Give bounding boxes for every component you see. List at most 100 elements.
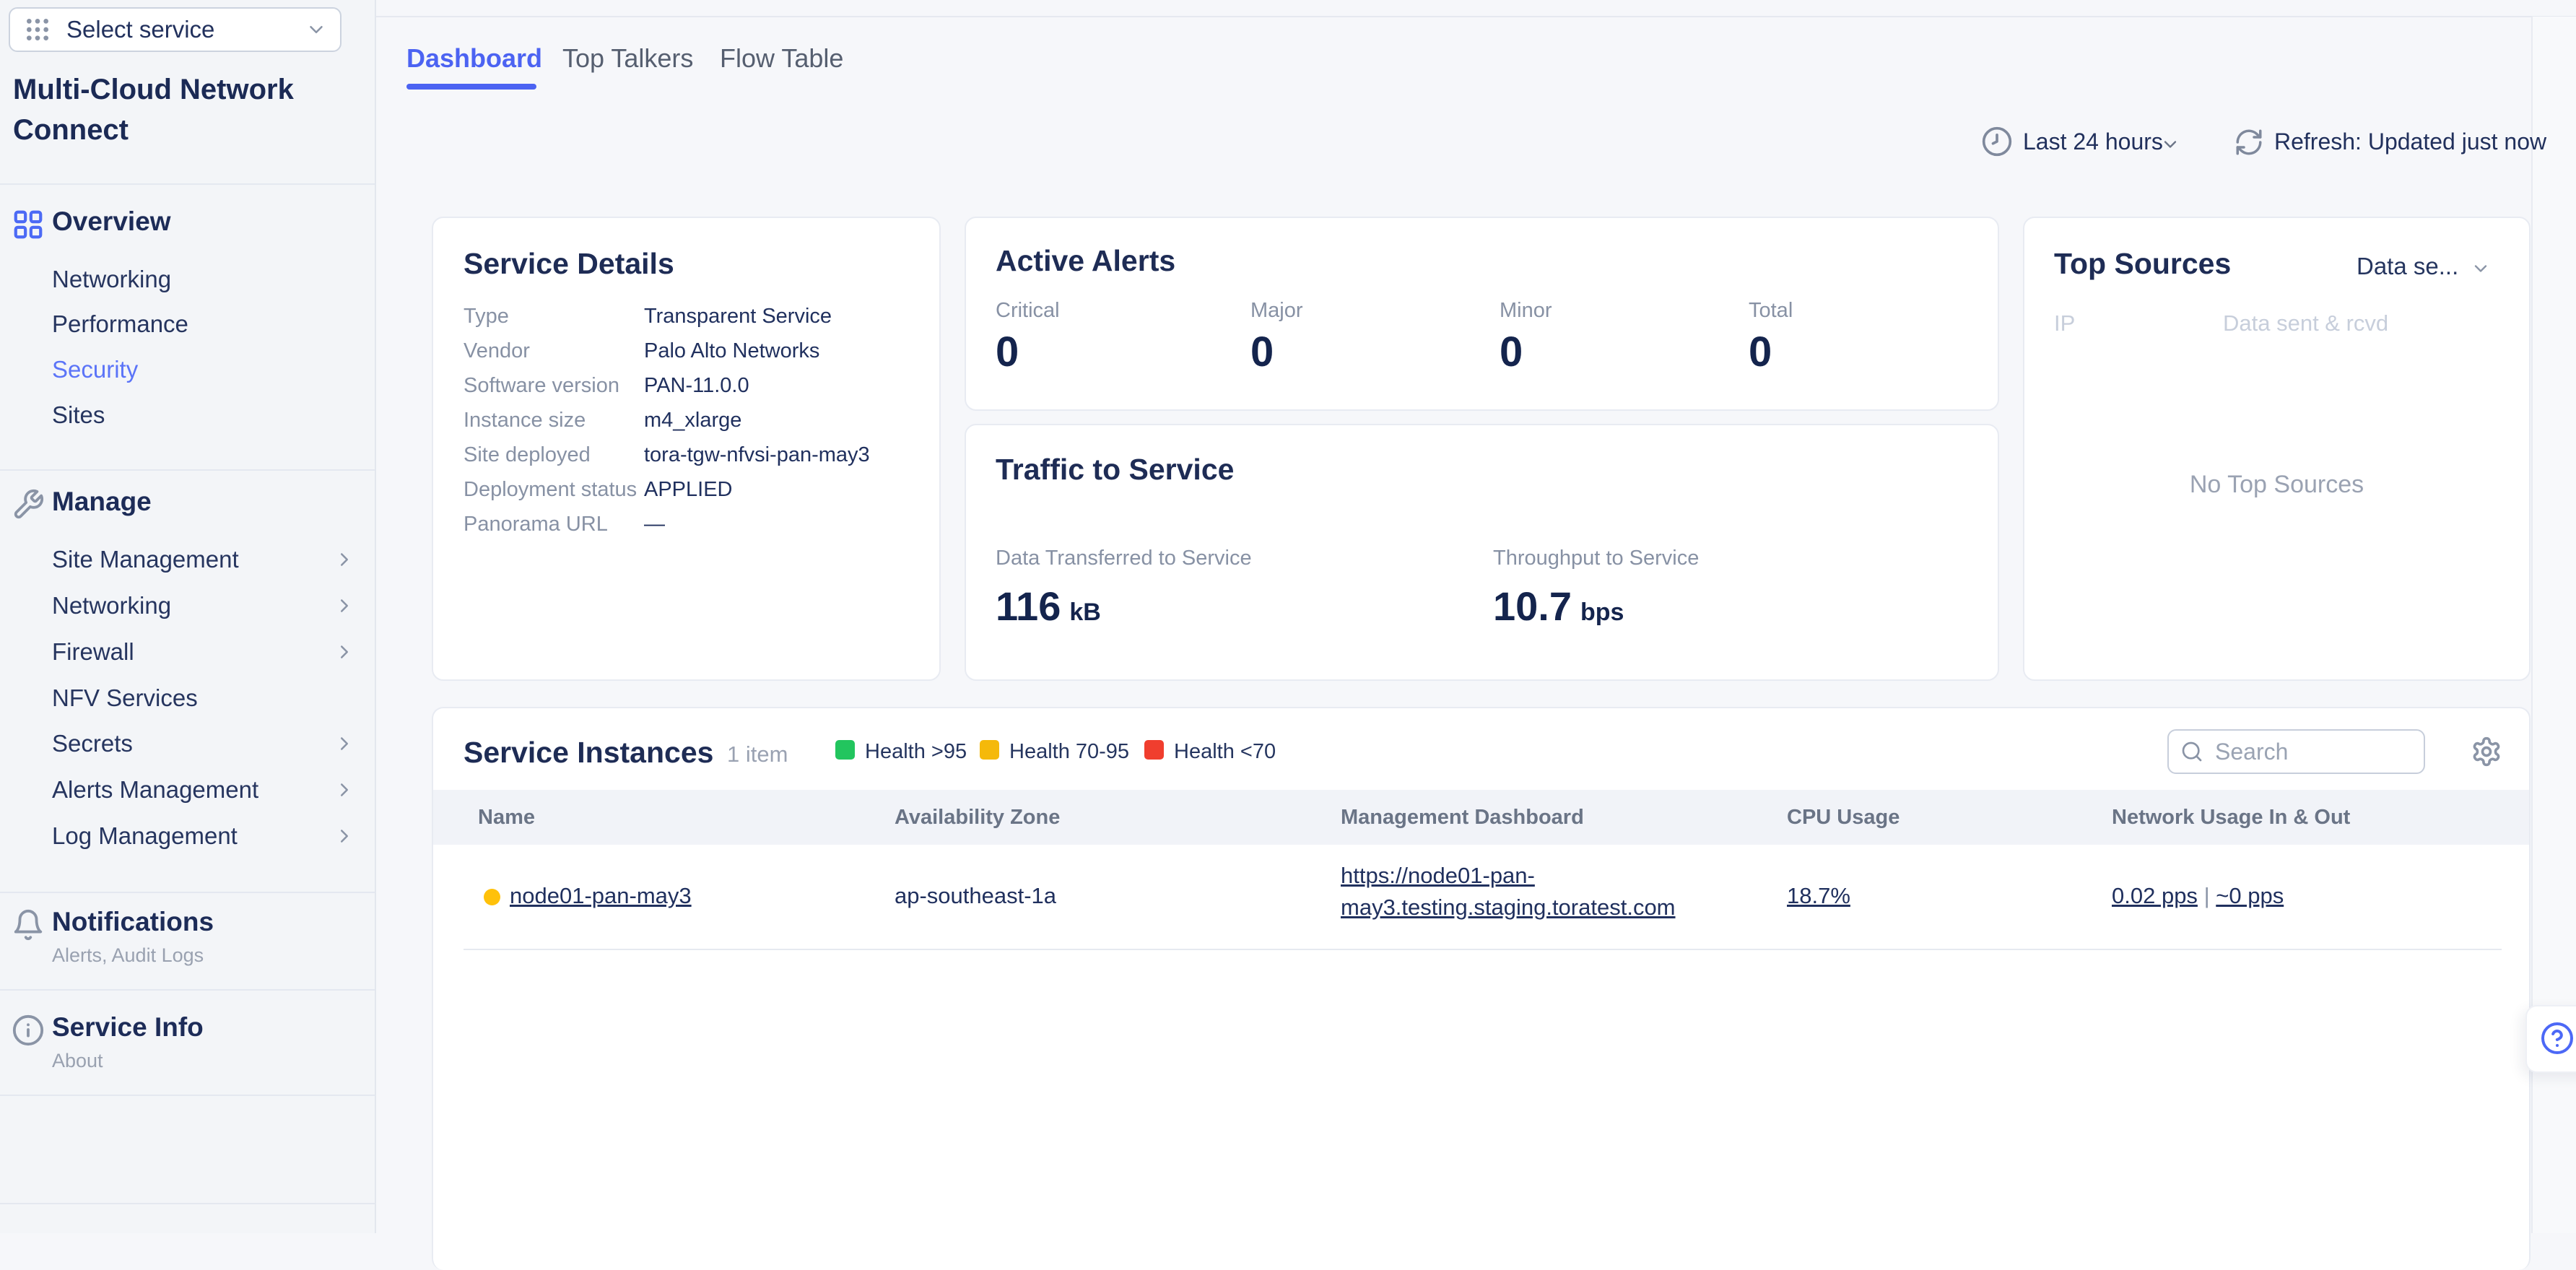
health-bad-label: Health <70 [1174, 740, 1276, 763]
top-sources-metric-dropdown[interactable]: Data se... [2357, 253, 2459, 279]
tab-top-talkers[interactable]: Top Talkers [562, 43, 694, 73]
instance-name-cell: node01-pan-may3 [510, 883, 692, 909]
service-selector[interactable]: Select service [9, 7, 341, 52]
chevron-down-icon[interactable] [2471, 258, 2491, 279]
chevron-right-icon [334, 595, 355, 617]
bell-icon [12, 908, 45, 941]
sidebar-item-alerts-management[interactable]: Alerts Management [52, 776, 259, 803]
traffic-metric-value: 10.7 bps [1493, 583, 1624, 629]
active-alerts-title: Active Alerts [996, 244, 1176, 277]
sidebar-item-security[interactable]: Security [52, 356, 139, 383]
row-divider [464, 949, 2502, 950]
instances-search[interactable] [2167, 729, 2425, 774]
col-network-usage: Network Usage In & Out [2112, 806, 2351, 829]
top-sources-card: Top Sources Data se... IP Data sent & rc… [2023, 217, 2531, 681]
help-icon[interactable] [2540, 1021, 2575, 1056]
traffic-metric-label: Data Transferred to Service [996, 547, 1252, 570]
gear-icon[interactable] [2471, 736, 2502, 767]
traffic-metric-label: Throughput to Service [1493, 547, 1700, 570]
sidebar-item-log-management[interactable]: Log Management [52, 822, 238, 849]
chevron-down-icon [305, 19, 327, 40]
alert-metric-value: 0 [1250, 329, 1274, 375]
cpu-usage-link[interactable]: 18.7% [1787, 883, 1850, 908]
apps-grid-icon [23, 15, 52, 44]
net-out-link[interactable]: ~0 pps [2216, 883, 2284, 908]
service-selector-value: Select service [66, 16, 215, 43]
detail-label: Type [464, 305, 509, 328]
header-divider [376, 16, 2576, 17]
notifications-subtitle: Alerts, Audit Logs [52, 944, 204, 966]
divider [0, 892, 375, 893]
net-in-link[interactable]: 0.02 pps [2112, 883, 2198, 908]
top-sources-col-ip: IP [2054, 310, 2076, 336]
chevron-down-icon[interactable] [2160, 134, 2180, 155]
alert-metric-value: 0 [996, 329, 1019, 375]
sidebar-item-sites[interactable]: Sites [52, 401, 105, 428]
tab-dashboard[interactable]: Dashboard [406, 43, 543, 73]
info-icon [12, 1014, 45, 1047]
table-header: Name Availability Zone Management Dashbo… [433, 790, 2529, 845]
service-details-title: Service Details [464, 247, 674, 280]
divider [0, 183, 375, 185]
chevron-right-icon [334, 733, 355, 754]
dashboard-url-link[interactable]: https://node01-pan-may3.testing.staging.… [1341, 863, 1676, 920]
service-info-subtitle: About [52, 1050, 103, 1071]
detail-value: tora-tgw-nfvsi-pan-may3 [644, 443, 870, 466]
sidebar-section-service-info[interactable]: Service Info [52, 1012, 204, 1042]
col-management-dashboard: Management Dashboard [1341, 806, 1584, 829]
chevron-right-icon [334, 779, 355, 801]
col-cpu-usage: CPU Usage [1787, 806, 1900, 829]
detail-value: PAN-11.0.0 [644, 374, 749, 397]
col-name: Name [478, 806, 535, 829]
instance-name-link[interactable]: node01-pan-may3 [510, 883, 692, 908]
search-input[interactable] [2214, 737, 2390, 766]
wrench-icon [12, 488, 45, 521]
alert-metric-label: Minor [1500, 299, 1552, 322]
management-dashboard-cell: https://node01-pan-may3.testing.staging.… [1341, 860, 1676, 923]
sidebar-item-networking[interactable]: Networking [52, 266, 172, 292]
detail-value: Transparent Service [644, 305, 832, 328]
clock-icon [1981, 126, 2013, 157]
alert-metric-value: 0 [1749, 329, 1772, 375]
detail-value: — [644, 513, 665, 536]
sidebar: Select service Multi-Cloud Network Conne… [0, 0, 376, 1233]
cpu-usage-cell: 18.7% [1787, 883, 1850, 909]
sidebar-item-secrets[interactable]: Secrets [52, 730, 133, 757]
alert-metric-label: Critical [996, 299, 1060, 322]
detail-label: Vendor [464, 339, 530, 362]
detail-value: APPLIED [644, 478, 733, 501]
alert-metric-label: Total [1749, 299, 1793, 322]
detail-label: Deployment status [464, 478, 638, 501]
time-range-selector[interactable]: Last 24 hours [2023, 129, 2163, 155]
detail-value: Palo Alto Networks [644, 339, 820, 362]
refresh-icon[interactable] [2234, 127, 2264, 157]
refresh-status[interactable]: Refresh: Updated just now [2274, 129, 2547, 155]
traffic-metric-value: 116 kB [996, 583, 1101, 629]
divider [0, 989, 375, 991]
search-icon [2180, 740, 2203, 763]
alert-metric-label: Major [1250, 299, 1303, 322]
sidebar-section-manage[interactable]: Manage [52, 487, 152, 516]
detail-label: Panorama URL [464, 513, 608, 536]
network-usage-cell: 0.02 pps | ~0 pps [2112, 883, 2284, 908]
divider [0, 1095, 375, 1096]
health-ok-swatch [835, 740, 855, 760]
tab-flow-table[interactable]: Flow Table [720, 43, 844, 73]
top-sources-title: Top Sources [2054, 247, 2232, 280]
help-widget[interactable] [2525, 1005, 2576, 1073]
app-title: Multi-Cloud Network Connect [13, 74, 294, 146]
sidebar-item-firewall[interactable]: Firewall [52, 638, 134, 665]
detail-label: Instance size [464, 409, 586, 432]
sidebar-section-notifications[interactable]: Notifications [52, 907, 214, 936]
sidebar-item-site-management[interactable]: Site Management [52, 546, 239, 573]
health-warn-label: Health 70-95 [1009, 740, 1130, 763]
sidebar-item-performance[interactable]: Performance [52, 310, 188, 337]
sidebar-item-networking-manage[interactable]: Networking [52, 592, 172, 619]
active-alerts-card: Active Alerts Critical 0 Major 0 Minor 0… [965, 217, 1999, 411]
sidebar-item-nfv-services[interactable]: NFV Services [52, 684, 198, 711]
detail-label: Software version [464, 374, 619, 397]
alert-metric-value: 0 [1500, 329, 1523, 375]
chevron-right-icon [334, 825, 355, 847]
sidebar-section-overview[interactable]: Overview [52, 206, 171, 236]
grid-icon [12, 208, 45, 241]
